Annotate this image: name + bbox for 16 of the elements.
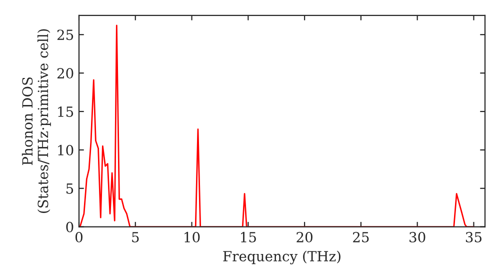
x-tick-label: 30 bbox=[410, 232, 426, 242]
x-tick-label: 35 bbox=[466, 232, 482, 242]
x-tick-label: 15 bbox=[241, 232, 256, 242]
y-tick-label: 10 bbox=[58, 144, 74, 156]
y-tick-label: 5 bbox=[66, 184, 74, 194]
x-tick-label: 5 bbox=[132, 232, 139, 242]
x-tick-label: 0 bbox=[75, 232, 82, 242]
y-tick-label: 20 bbox=[57, 68, 74, 79]
y-axis-title: Phonon DOS (States/THz·primitive cell) bbox=[22, 29, 51, 213]
y-tick-label: 15 bbox=[58, 106, 74, 117]
x-tick-label: 20 bbox=[296, 232, 312, 242]
x-axis-title: Frequency (THz) bbox=[223, 250, 340, 264]
y-tick-label: 0 bbox=[66, 222, 74, 232]
x-tick-label: 25 bbox=[353, 232, 369, 242]
y-tick-label: 25 bbox=[57, 30, 74, 40]
x-tick-label: 10 bbox=[184, 232, 200, 242]
